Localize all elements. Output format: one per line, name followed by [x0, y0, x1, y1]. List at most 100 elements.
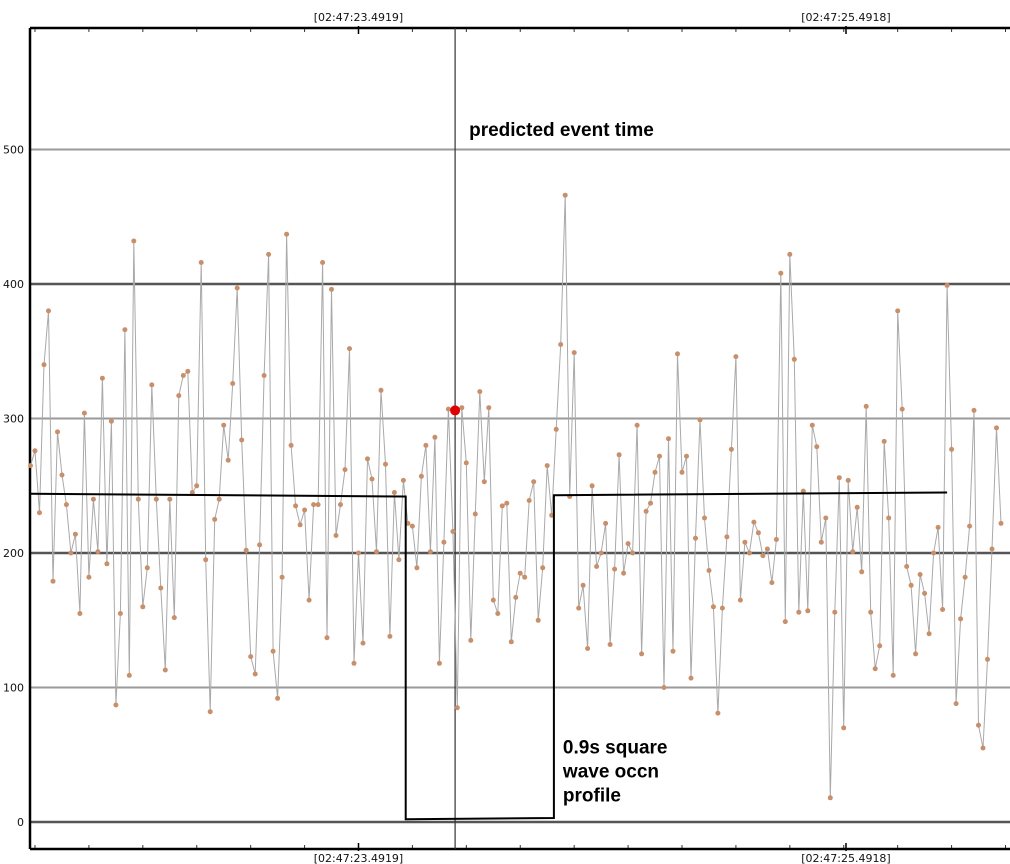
data-point	[895, 308, 901, 314]
data-point	[944, 282, 950, 288]
data-point	[980, 745, 986, 751]
data-point	[499, 503, 505, 509]
data-point	[522, 574, 528, 580]
data-point	[854, 504, 860, 510]
y-tick-label-0: 0	[17, 816, 24, 829]
data-point	[823, 515, 829, 521]
data-point	[68, 550, 74, 556]
event-label: predicted event time	[469, 120, 654, 141]
data-point	[796, 609, 802, 615]
data-point	[859, 569, 865, 575]
data-point	[90, 496, 96, 502]
data-point	[625, 541, 631, 547]
data-point	[643, 508, 649, 514]
data-point	[99, 375, 105, 381]
data-point	[450, 529, 456, 534]
data-point	[131, 238, 137, 244]
data-point	[55, 429, 60, 435]
data-point	[297, 522, 303, 528]
data-point	[994, 425, 999, 431]
data-point	[477, 389, 483, 395]
data-point	[881, 438, 887, 444]
data-point	[194, 483, 200, 489]
data-point	[32, 448, 38, 454]
data-point	[284, 231, 290, 237]
data-point	[513, 594, 519, 600]
data-point	[621, 570, 627, 576]
y-tick-label-300: 300	[3, 413, 24, 426]
data-point	[706, 568, 712, 573]
data-point	[472, 511, 478, 517]
data-point	[400, 477, 406, 483]
square-wave-label-line-2: profile	[563, 785, 621, 806]
data-point	[517, 570, 523, 576]
data-point	[526, 498, 532, 503]
data-point	[72, 531, 78, 537]
data-point	[908, 582, 914, 588]
square-wave-label-line-0: 0.9s square	[563, 737, 668, 758]
data-point	[158, 585, 164, 591]
x-tick-label-bottom-1: [02:47:25.4918]	[801, 852, 890, 864]
x-tick-labels: [02:47:23.4919] [02:47:23.4919] [02:47:25.…	[314, 11, 891, 864]
data-point	[104, 561, 110, 567]
data-point	[962, 574, 968, 580]
data-point	[279, 574, 285, 580]
plot-frame	[28, 26, 1010, 851]
data-point	[868, 609, 874, 615]
data-point	[702, 515, 707, 521]
data-point	[311, 502, 317, 508]
data-point	[922, 590, 928, 596]
data-point	[320, 260, 326, 265]
data-point	[773, 537, 779, 542]
data-point	[746, 550, 752, 556]
data-point	[818, 539, 824, 545]
data-point	[360, 640, 366, 646]
data-point	[225, 457, 231, 463]
data-point	[931, 550, 937, 556]
data-point	[926, 631, 932, 637]
data-point	[342, 467, 348, 473]
square-wave-label: 0.9s square wave occn profile	[562, 737, 668, 806]
data-point	[890, 672, 896, 678]
data-point	[976, 722, 981, 728]
data-point	[576, 605, 582, 611]
data-point	[661, 685, 667, 690]
y-tick-label-100: 100	[3, 682, 24, 695]
data-point	[764, 546, 770, 552]
data-point	[985, 656, 990, 662]
x-tick-label-top-0: [02:47:23.4919]	[314, 11, 403, 24]
data-point	[221, 422, 227, 428]
data-point	[886, 515, 892, 521]
data-point	[544, 463, 550, 469]
data-point	[216, 496, 222, 502]
data-point	[243, 547, 249, 553]
gridlines	[30, 148, 1010, 824]
y-tick-label-400: 400	[3, 278, 24, 291]
data-point	[46, 308, 51, 314]
data-point	[315, 502, 321, 508]
data-point	[144, 565, 150, 571]
data-point	[338, 502, 343, 508]
data-point	[841, 725, 847, 731]
data-point	[989, 546, 995, 552]
data-point	[234, 285, 240, 291]
data-point	[37, 510, 42, 516]
data-point	[652, 469, 658, 475]
data-point	[724, 534, 730, 540]
data-point	[531, 479, 537, 485]
data-point	[913, 651, 919, 657]
data-point	[630, 550, 636, 556]
data-point	[958, 616, 964, 622]
data-point	[347, 346, 352, 352]
y-tick-label-200: 200	[3, 547, 24, 560]
data-point	[634, 422, 640, 428]
data-point	[675, 351, 680, 357]
data-point	[418, 473, 424, 479]
data-point	[185, 368, 191, 374]
data-point	[603, 520, 609, 526]
data-point	[580, 582, 586, 588]
data-point	[324, 635, 330, 641]
data-point	[230, 381, 236, 386]
data-point	[585, 646, 591, 651]
x-tick-label-top-1: [02:47:25.4918]	[801, 11, 890, 24]
